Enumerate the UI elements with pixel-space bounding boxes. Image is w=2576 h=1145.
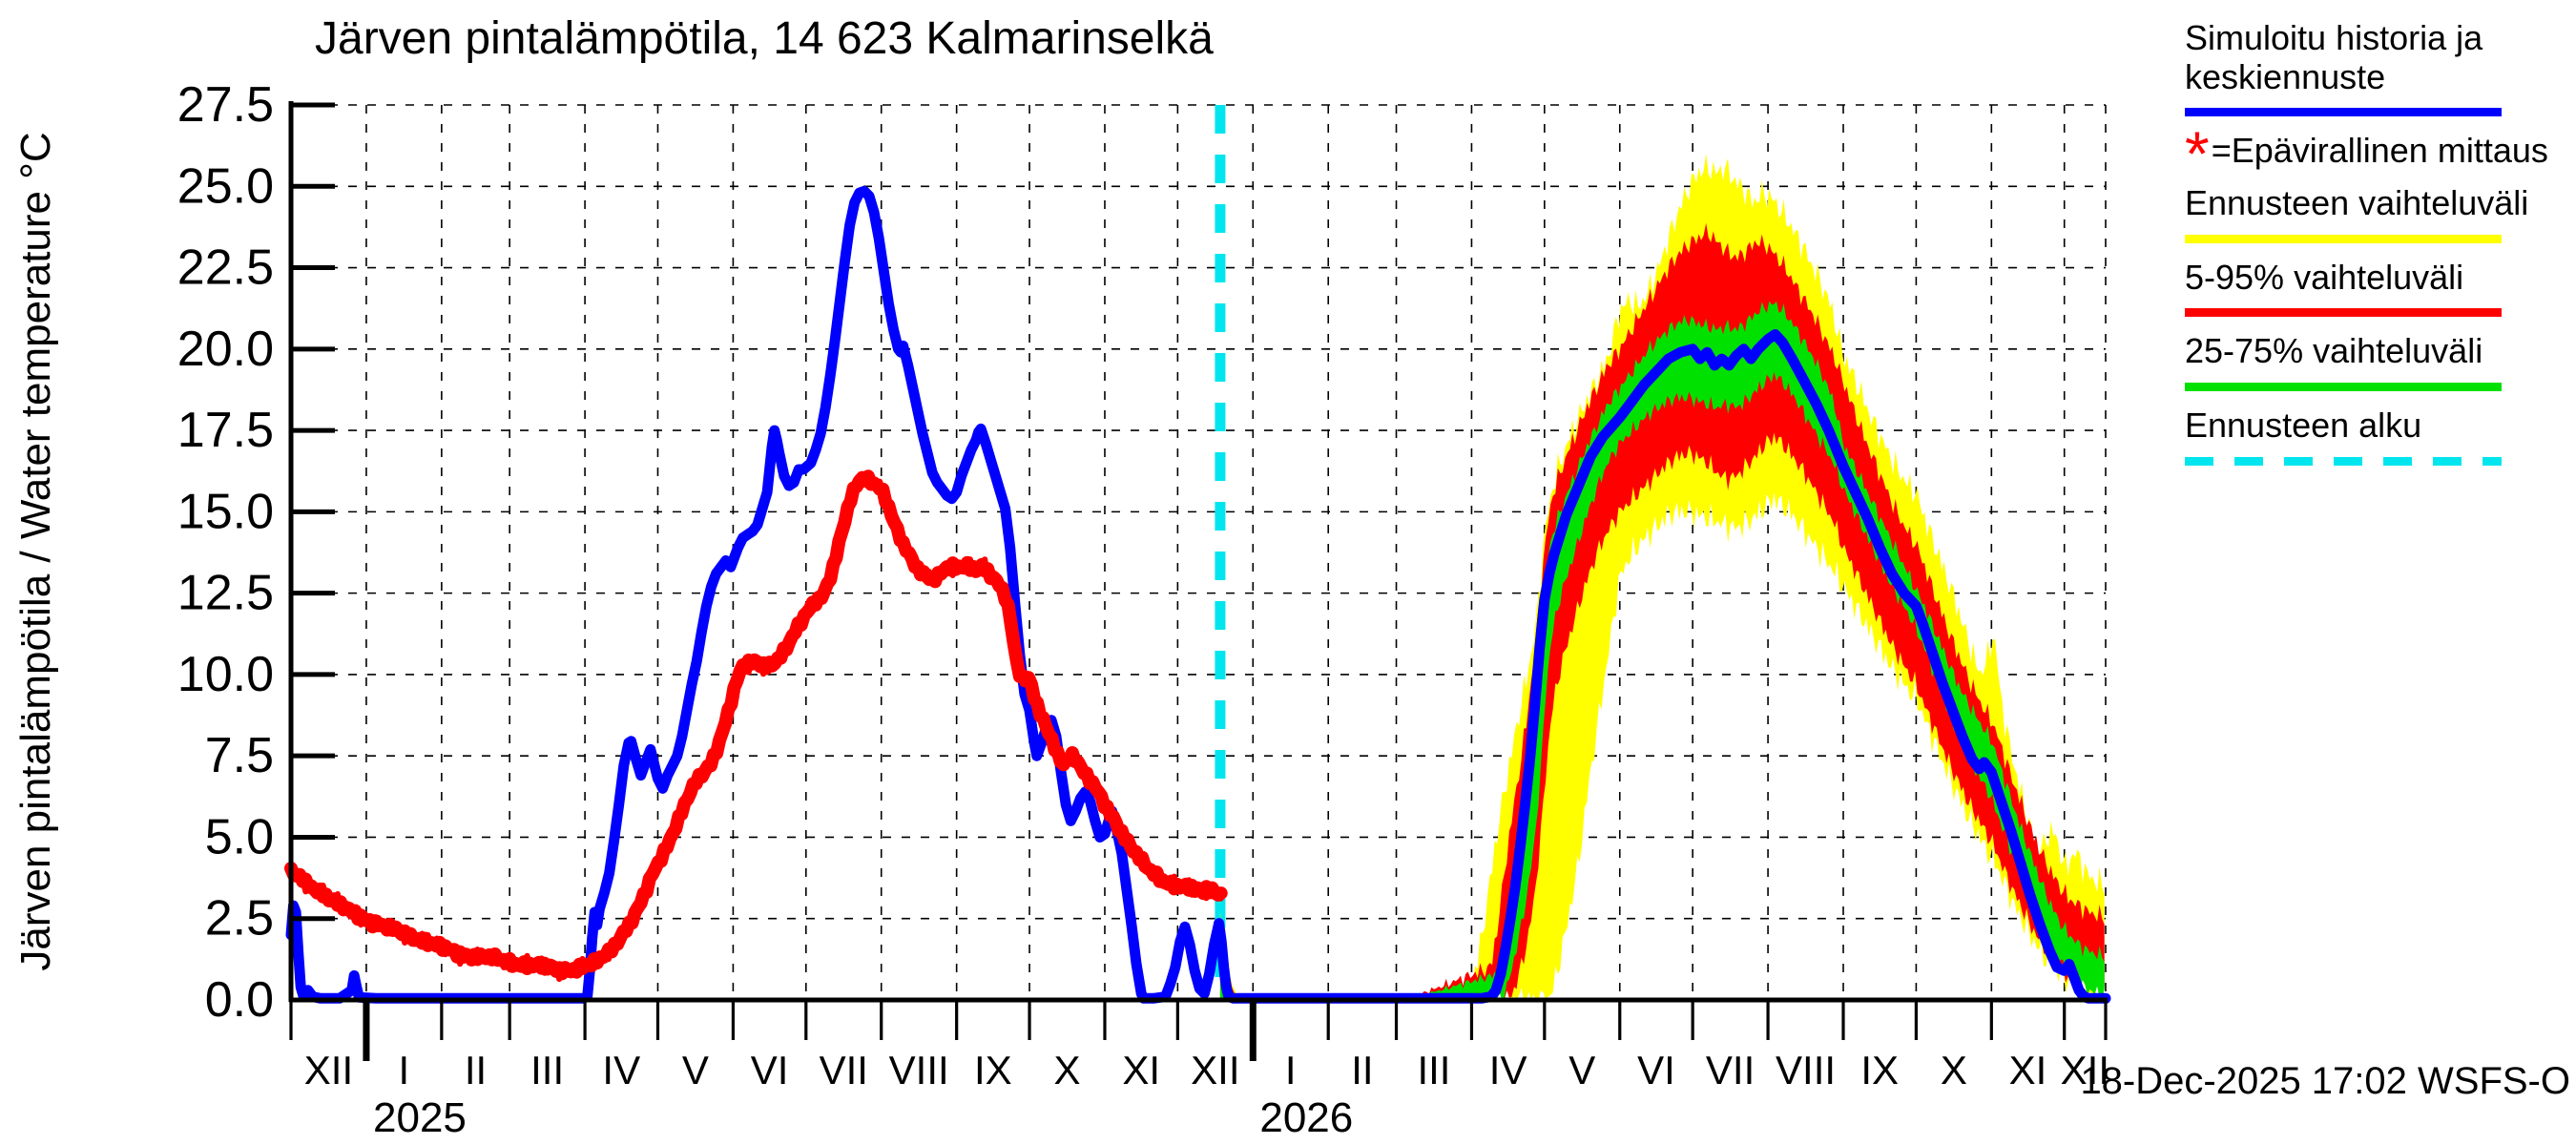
legend-swatch-forecast-start [2185,456,2502,466]
y-tick-label: 7.5 [205,728,274,783]
legend-swatch-history-and-median [2185,108,2502,117]
legend-item-range-25-75: 25-75% vaihteluväli [2185,331,2570,392]
month-label: II [465,1048,487,1093]
month-label: XI [1122,1048,1160,1093]
legend-item-unofficial-measurement: *=Epävirallinen mittaus [2185,118,2570,190]
month-label: VII [820,1048,868,1093]
month-label: VIII [889,1048,949,1093]
y-tick-label: 10.0 [177,647,274,702]
y-tick-label: 5.0 [205,809,274,864]
month-label: I [1285,1048,1297,1093]
month-label: XI [2009,1048,2047,1093]
month-label: VII [1706,1048,1755,1093]
forecast-median-line [1214,329,2111,1004]
legend-swatch-forecast-range [2185,234,2502,243]
history-line [285,185,1225,1004]
legend-label: Simuloitu historia ja keskiennuste [2185,18,2483,96]
legend-swatch-range-5-95 [2185,308,2502,318]
measurement-trail-texture [288,471,1224,983]
y-tick-label: 22.5 [177,240,274,296]
y-axis-label: Järven pintalämpötila / Water temperatur… [12,132,59,970]
month-label: II [1351,1048,1373,1093]
axes-layer [288,101,2108,1061]
month-label: III [530,1048,564,1093]
year-label: 2026 [1259,1094,1353,1141]
tick-label-layer: 0.0 2.5 5.0 7.5 10.0 12.5 15.0 17.5 20.0 22.5 25.0… [177,77,2109,1141]
month-label: XII [2061,1048,2109,1093]
month-label: XII [304,1048,353,1093]
legend: Simuloitu historia ja keskiennuste *=Epäv… [2185,18,2570,481]
legend-label: Ennusteen alku [2185,406,2422,446]
month-label: IV [602,1048,640,1093]
month-label: X [1941,1048,1967,1093]
month-label: IV [1489,1048,1527,1093]
legend-item-range-5-95: 5-95% vaihteluväli [2185,257,2570,318]
y-tick-label: 12.5 [177,566,274,621]
series-layer [284,154,2111,1004]
legend-label: Ennusteen vaihteluväli [2185,183,2529,223]
year-label: 2025 [373,1094,467,1141]
legend-item-forecast-start: Ennusteen alku [2185,406,2570,466]
month-label: VIII [1776,1048,1836,1093]
legend-label: 5-95% vaihteluväli [2185,257,2464,297]
legend-swatch-range-25-75 [2185,383,2502,392]
y-tick-label: 20.0 [177,322,274,377]
y-tick-label: 17.5 [177,403,274,458]
y-tick-label: 15.0 [177,484,274,539]
chart-title: Järven pintalämpötila, 14 623 Kalmarinse… [315,13,1214,64]
month-label: IX [1860,1048,1899,1093]
month-label: VI [1637,1048,1675,1093]
legend-item-forecast-range: Ennusteen vaihteluväli [2185,183,2570,243]
month-label: V [682,1048,709,1093]
month-label: VI [751,1048,789,1093]
y-tick-label: 27.5 [177,77,274,133]
month-label: X [1053,1048,1080,1093]
month-label: V [1568,1048,1595,1093]
timestamp-label: 18-Dec-2025 17:02 WSFS-O [2080,1060,2570,1102]
month-label: III [1417,1048,1450,1093]
month-label: I [399,1048,410,1093]
legend-item-history-and-median: Simuloitu historia ja keskiennuste [2185,18,2570,117]
y-tick-label: 2.5 [205,891,274,947]
legend-label: 25-75% vaihteluväli [2185,331,2483,371]
y-tick-label: 25.0 [177,158,274,214]
month-label: IX [974,1048,1012,1093]
month-label: XII [1191,1048,1239,1093]
y-tick-label: 0.0 [205,972,274,1028]
measurement-trail [284,469,1228,981]
legend-label: *=Epävirallinen mittaus [2185,118,2548,190]
